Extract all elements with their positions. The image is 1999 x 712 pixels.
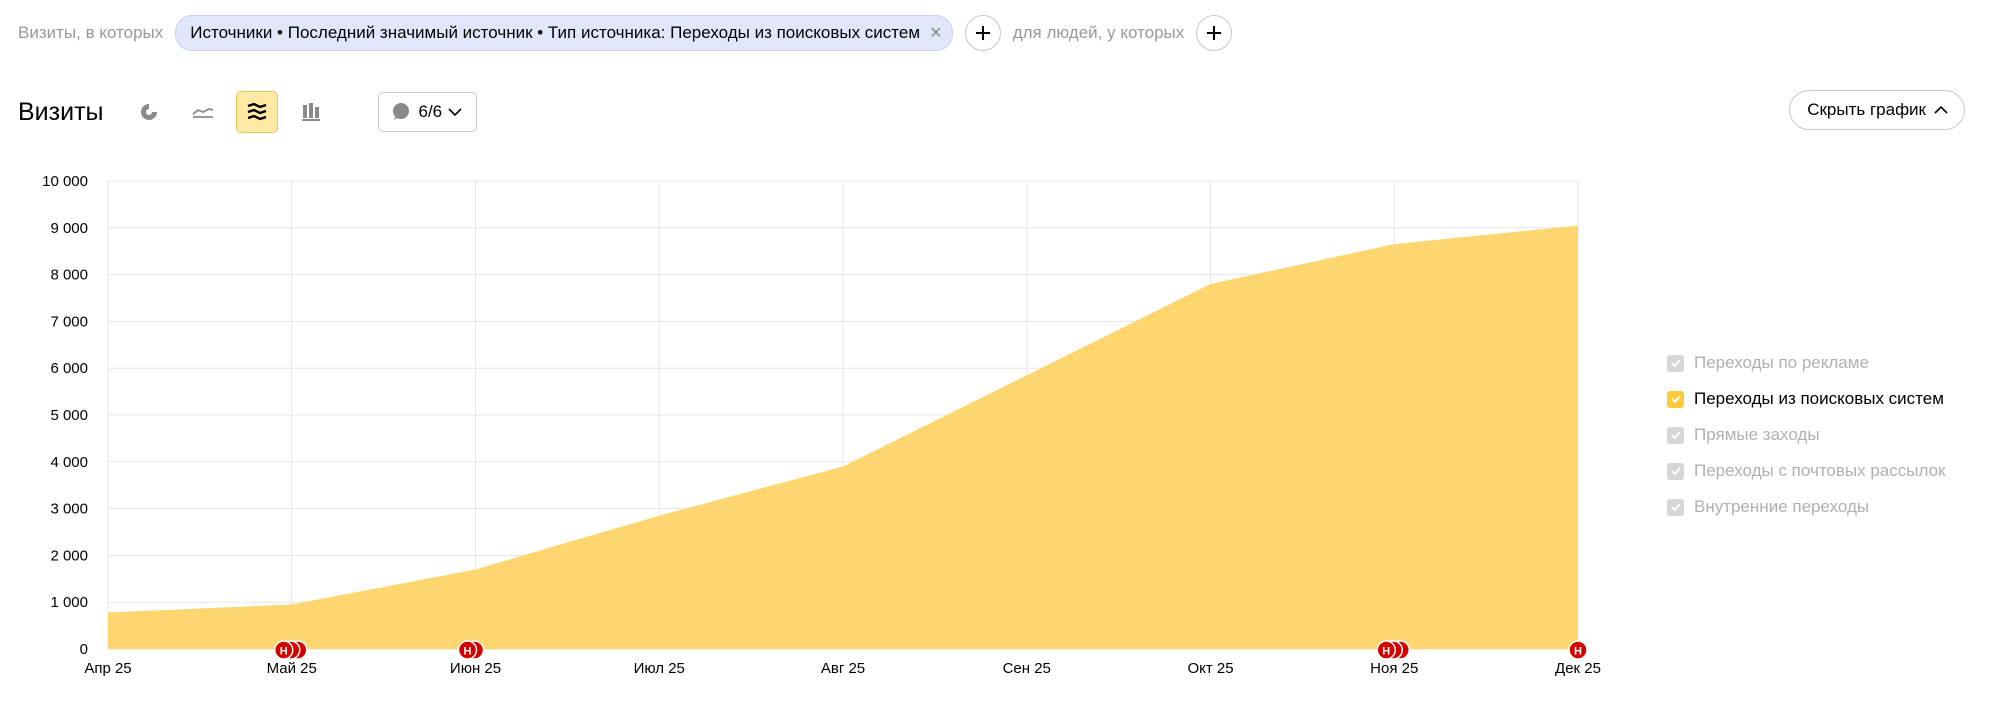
y-tick-label: 7 000 [50,313,88,330]
annotation-marker-letter: Н [280,646,288,658]
y-tick-label: 8 000 [50,267,88,284]
annotations-count: 6/6 [418,102,443,121]
y-tick-label: 3 000 [50,501,88,518]
annotation-marker-letter: Н [1574,646,1582,658]
x-axis: Апр 25 Май 25 Июн 25 Июл 25 Авг 25 Сен 25 Окт … [84,660,1601,677]
chart-legend: Переходы по рекламе Переходы из поисковы… [1667,345,1945,525]
x-tick-label: Окт 25 [1187,660,1233,677]
check-icon [1670,467,1681,476]
source-filter-chip-label: Источники • Последний значимый источник … [190,23,921,42]
close-icon[interactable]: × [930,22,942,44]
annotation-marker [1568,640,1588,660]
y-tick-label: 2 000 [50,547,88,564]
y-tick-label: 4 000 [50,454,88,471]
chart-series [108,225,1578,649]
y-tick-label: 9 000 [50,220,88,237]
checkbox[interactable] [1667,426,1684,444]
legend-item-label: Переходы из поисковых систем [1694,389,1944,408]
plus-icon [975,26,990,40]
filter-bar: Визиты, в которых Источники • Последний … [18,14,1244,52]
legend-item-internal[interactable]: Внутренние переходы [1667,489,1945,525]
y-tick-label: 1 000 [50,594,88,611]
legend-item-label: Прямые заходы [1694,425,1820,444]
annotation-marker-letter: Н [464,646,472,658]
line-chart-icon [191,108,213,118]
x-tick-label: Дек 25 [1555,660,1601,677]
checkbox[interactable] [1667,354,1684,372]
area-chart-view-button[interactable] [235,91,278,133]
legend-item-direct[interactable]: Прямые заходы [1667,417,1945,453]
line-chart-view-button[interactable] [182,91,224,133]
visits-area-chart: 0 1 000 2 000 3 000 4 000 5 000 6 000 7 000 8 00… [42,173,1601,677]
y-tick-label: 5 000 [50,407,88,424]
x-tick-label: Июл 25 [634,660,685,677]
chevron-down-icon [448,108,462,117]
x-tick-label: Июн 25 [450,660,501,677]
check-icon [1670,395,1681,404]
x-tick-label: Май 25 [267,660,317,677]
legend-item-search[interactable]: Переходы из поисковых систем [1667,381,1945,417]
legend-item-label: Переходы с почтовых рассылок [1694,461,1946,480]
source-filter-chip[interactable]: Источники • Последний значимый источник … [175,15,953,51]
series-area [108,225,1578,649]
checkbox[interactable] [1667,462,1684,480]
check-icon [1670,359,1681,368]
visits-filter-prefix: Визиты, в которых [18,23,164,42]
legend-item-email[interactable]: Переходы с почтовых рассылок [1667,453,1945,489]
bar-chart-view-button[interactable] [290,91,332,133]
hide-chart-button[interactable]: Скрыть график [1789,90,1965,130]
legend-item-label: Переходы по рекламе [1694,353,1869,372]
chevron-up-icon [1934,105,1948,114]
add-visit-condition-button[interactable] [964,15,1001,51]
x-tick-label: Авг 25 [821,660,865,677]
pie-chart-view-button[interactable] [128,91,170,133]
checkbox[interactable] [1667,390,1684,408]
check-icon [1670,431,1681,440]
pie-chart-icon [140,104,157,120]
chart-header: Визиты 6/6 [18,91,478,133]
annotations-dropdown[interactable]: 6/6 [377,92,478,132]
stacked-area-icon [247,102,266,121]
y-tick-label: 0 [80,641,88,658]
legend-item-ads[interactable]: Переходы по рекламе [1667,345,1945,381]
page-title: Визиты [18,97,104,126]
y-tick-label: 6 000 [50,360,88,377]
plus-icon [1207,26,1222,40]
annotation-marker-letter: Н [1382,646,1390,658]
comment-icon [392,103,409,120]
legend-item-label: Внутренние переходы [1694,497,1870,516]
x-tick-label: Ноя 25 [1370,660,1418,677]
hide-chart-label: Скрыть график [1807,100,1926,119]
annotation-marker [457,640,478,660]
y-axis: 0 1 000 2 000 3 000 4 000 5 000 6 000 7 000 8 00… [42,173,88,658]
x-tick-label: Сен 25 [1003,660,1051,677]
stacked-bar-icon [301,103,320,121]
check-icon [1670,503,1681,512]
y-tick-label: 10 000 [42,173,88,190]
x-tick-label: Апр 25 [84,660,131,677]
people-filter-prefix: для людей, у которых [1012,23,1185,42]
checkbox[interactable] [1667,498,1684,516]
annotation-marker [274,640,294,660]
add-people-condition-button[interactable] [1196,15,1233,51]
annotation-marker [1376,640,1396,660]
